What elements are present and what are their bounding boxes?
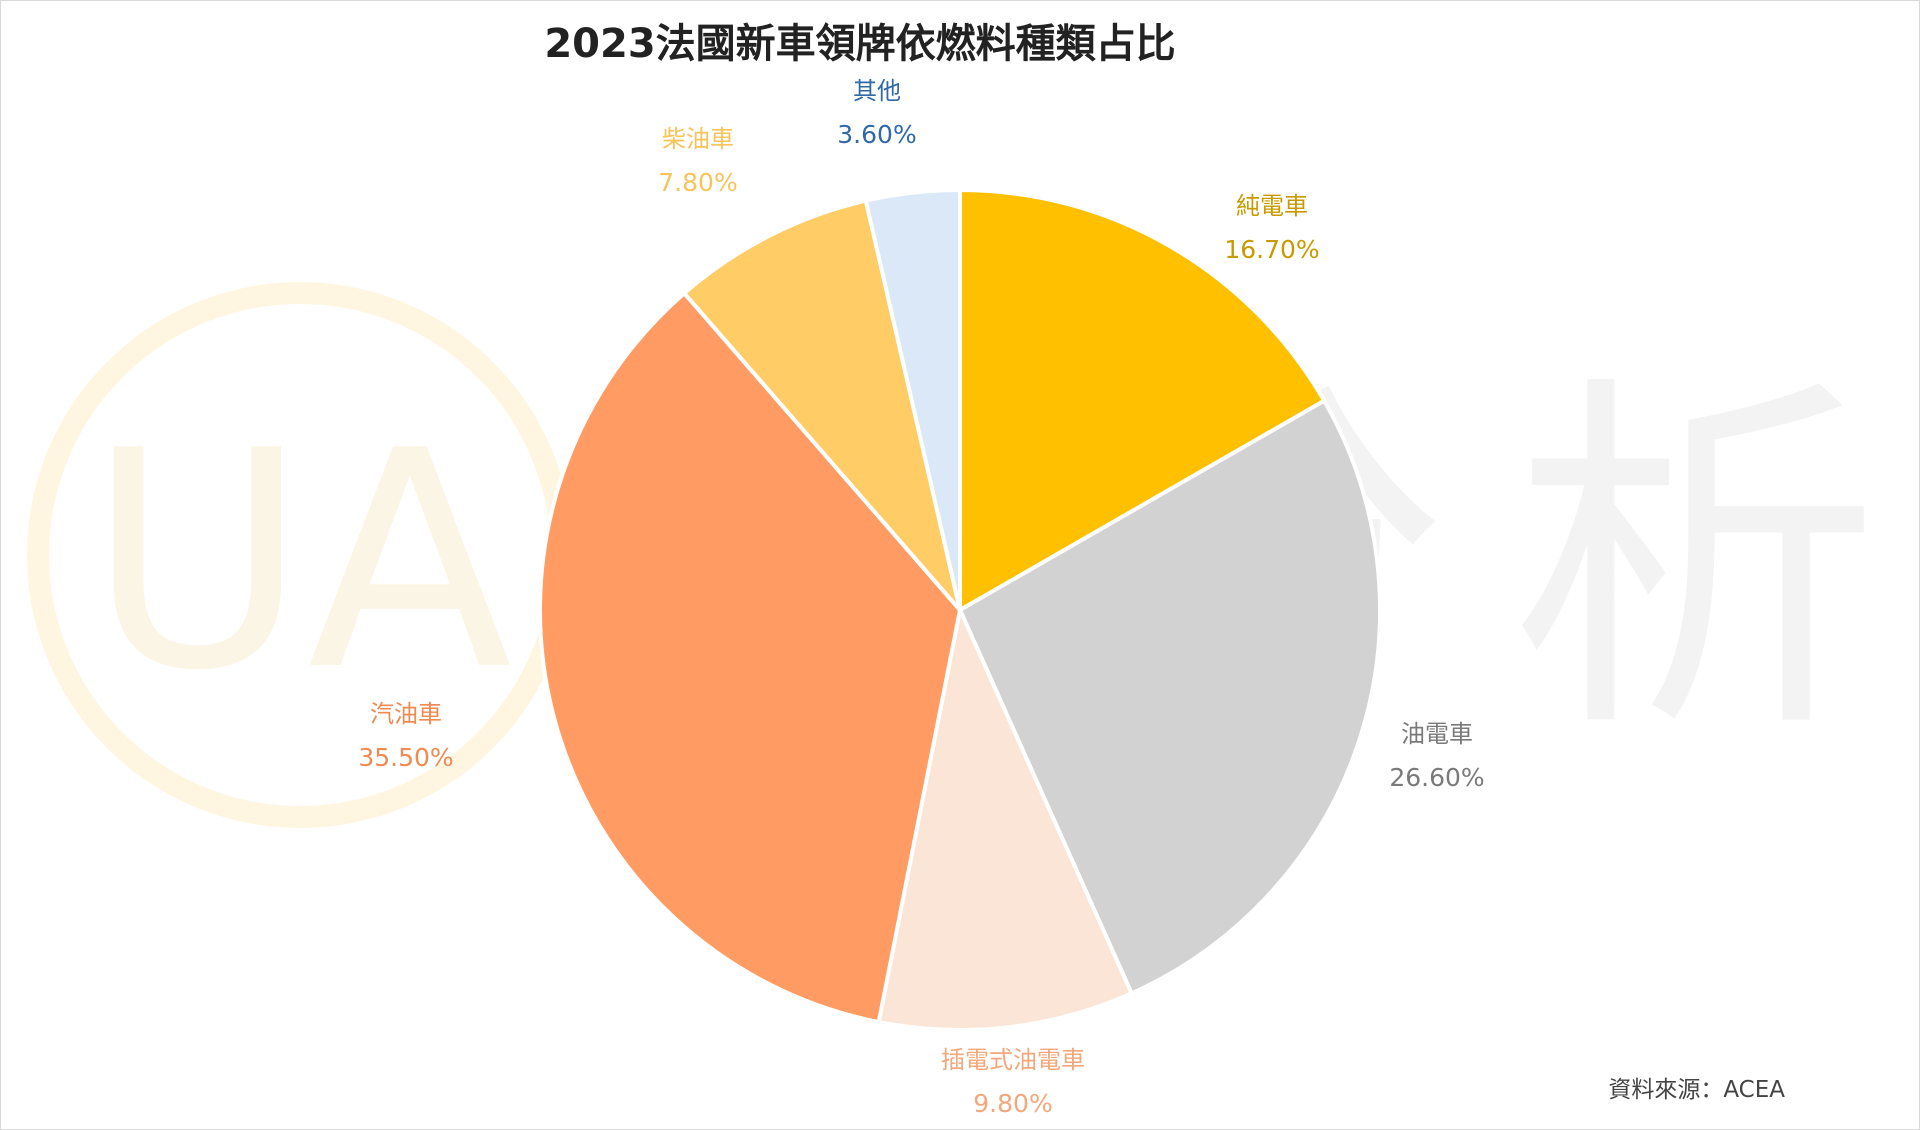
slice-label-5: 柴油車 [662, 125, 734, 153]
slice-label-4: 汽油車 [370, 700, 442, 728]
watermark-logo-text: UA [88, 387, 514, 736]
slice-label-3: 插電式油電車 [941, 1046, 1085, 1074]
slice-value-4: 35.50% [358, 743, 453, 772]
pie-slice-4 [537, 291, 962, 1025]
pie-slice-1 [958, 188, 1327, 612]
slice-value-6: 3.60% [837, 120, 916, 149]
pie-slice-3 [876, 608, 1134, 1032]
pie-slices [537, 188, 1382, 1032]
slice-label-1: 純電車 [1236, 192, 1308, 220]
pie-slice-6 [863, 188, 962, 612]
chart-title: 2023法國新車領牌依燃料種類占比 [544, 21, 1175, 67]
slice-value-3: 9.80% [973, 1089, 1052, 1118]
pie-slice-2 [958, 398, 1382, 996]
slice-value-2: 26.60% [1389, 763, 1484, 792]
slice-value-5: 7.80% [658, 168, 737, 197]
slice-label-6: 其他 [853, 77, 901, 105]
slice-value-1: 16.70% [1224, 235, 1319, 264]
slice-label-2: 油電車 [1401, 720, 1473, 748]
pie-slice-5 [682, 198, 962, 612]
source-note: 資料來源：ACEA [1608, 1077, 1785, 1103]
pie-labels: 純電車 16.70% 油電車 26.60% 插電式油電車 9.80% 汽油車 35.50% 柴油… [358, 77, 1484, 1118]
